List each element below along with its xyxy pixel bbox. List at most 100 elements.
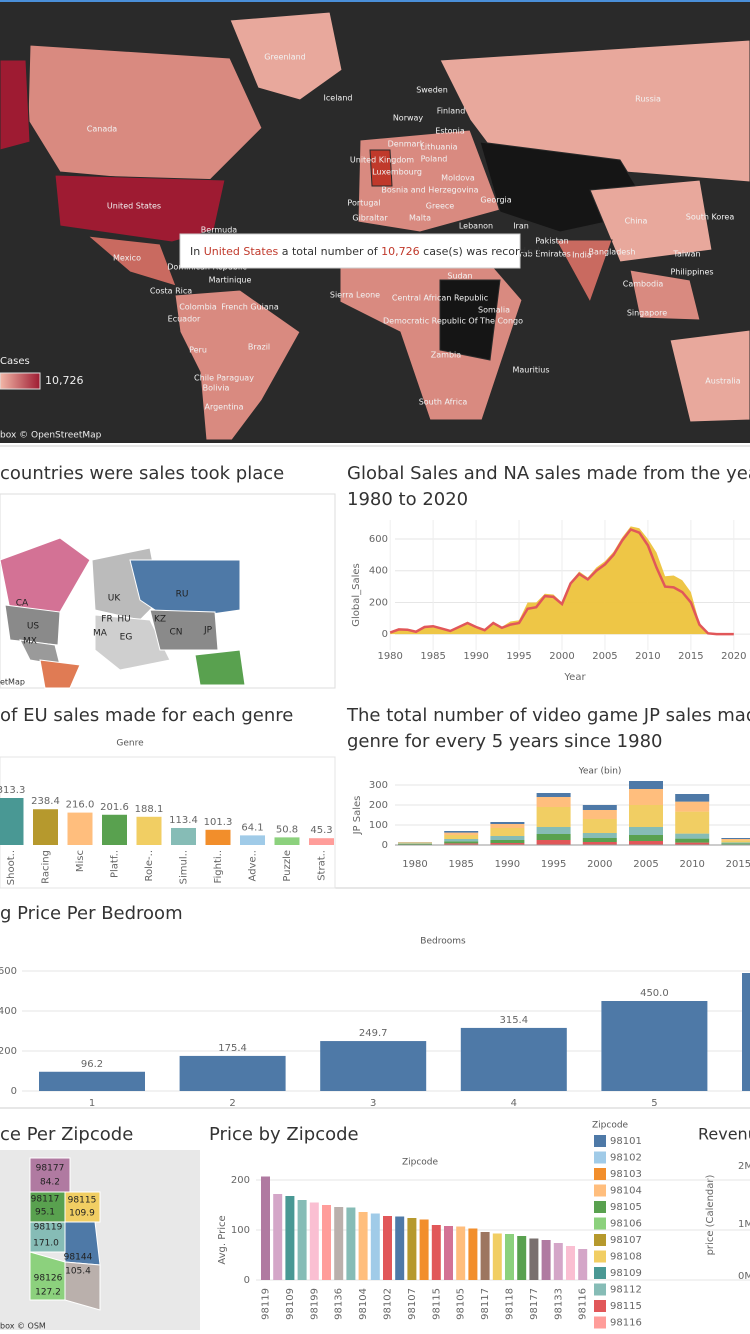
bar-segment [675,811,710,834]
bar [67,812,93,845]
x-tick-label: 1 [89,1098,95,1109]
legend-label: 98116 [610,1318,642,1329]
country-label: Singapore [627,309,667,318]
bar [240,835,265,845]
country-label: Mauritius [513,366,550,375]
bar [492,1233,502,1280]
x-tick-label: 98117 [480,1288,491,1320]
country-label: Colombia [179,303,217,312]
legend-swatch [594,1135,606,1147]
country-label: Portugal [347,199,380,208]
zip-label: 84.2 [40,1178,60,1188]
bar-segment [721,843,750,845]
x-tick-label: 98115 [431,1288,442,1320]
legend-label: 98108 [610,1252,642,1263]
bar [529,1238,539,1280]
x-tick-label: 98107 [407,1288,418,1320]
country-label: South Korea [686,213,735,222]
x-tick-label: 1990 [495,859,520,870]
zip-label: 98144 [64,1253,93,1263]
legend-label: 98104 [610,1186,642,1197]
x-tick-label: Racing [41,850,52,884]
legend-title: Cases [0,356,30,367]
bar [0,798,24,845]
country-label: Pakistan [535,237,569,246]
x-tick-label: Adve.. [248,850,259,881]
bar-segment [444,841,479,844]
bar-segment [536,797,571,807]
legend-swatch [594,1217,606,1230]
header: Bedrooms [420,937,466,947]
country-label: Bangladesh [589,248,636,257]
bar-segment [629,789,663,805]
x-tick-label: 2000 [587,859,612,870]
x-tick-label: 1980 [377,651,402,662]
country-label: Estonia [435,127,465,136]
bar-segment [490,840,525,843]
legend-label: 98105 [610,1202,642,1213]
country-label: Brazil [248,343,270,352]
x-tick-label: 5 [651,1098,657,1109]
map-shapes [0,11,750,441]
x-tick-label: 1985 [420,651,445,662]
bar-segment [444,831,479,833]
bar-segment [582,805,617,810]
country-label: Ecuador [168,315,201,324]
country-label: Moldova [441,174,475,183]
zip-map-shapes [29,1157,101,1311]
zip-label: 109.9 [69,1209,95,1219]
bar-segment [444,835,479,839]
legend-swatch [594,1267,606,1279]
tooltip-box [179,233,521,269]
legend-swatch [594,1151,606,1164]
country-code: EG [120,633,133,643]
legend-swatch [594,1234,606,1246]
chart-title: Global Sales and NA sales made from the … [347,463,750,484]
bar [261,1176,270,1280]
bar [480,1232,490,1280]
bar-segment [675,838,710,843]
bar [395,1216,405,1280]
bar-segment [490,824,525,828]
x-tick-label: Misc [75,850,86,872]
tooltip-prefix: In [190,245,200,258]
bar [346,1207,356,1280]
bar [553,1243,563,1280]
country-label: Georgia [480,196,511,205]
bar [517,1236,527,1280]
value-label: 313.3 [0,785,25,796]
bar [179,1055,286,1091]
bar [370,1213,380,1280]
country-code: UK [108,594,122,604]
y-axis-label: JP Sales [352,796,363,836]
y-tick-label: 400 [369,566,388,577]
value-label: 113.4 [169,815,198,826]
y-tick-label: 200 [231,1175,250,1186]
country-label: Finland [437,107,466,116]
zip-label: 105.4 [65,1267,91,1277]
bar [383,1216,392,1280]
country-label: Greenland [264,53,306,62]
bar [566,1246,575,1280]
bar-segment [582,833,617,838]
country-label: Gibraltar [352,214,388,223]
x-tick-label: 98119 [261,1288,272,1320]
zip-label: 98117 [31,1195,60,1205]
bar-segment [490,836,525,840]
bar-segment [629,835,663,841]
country-code: US [27,622,40,632]
bar-segment [629,781,663,789]
country-label: Lithuania [420,143,457,152]
country-label: Somalia [478,306,510,315]
bar-segment [536,793,571,797]
bar [297,1200,307,1280]
bar-segment [398,842,432,844]
chart-title: 1980 to 2020 [347,489,468,510]
chart-title: g Price Per Bedroom [0,903,183,924]
chart-title: of EU sales made for each genre [0,705,293,726]
value-label: 45.3 [310,825,332,836]
bar-segment [721,842,750,844]
x-tick-label: 98102 [383,1288,394,1320]
country-code: MX [23,637,37,647]
